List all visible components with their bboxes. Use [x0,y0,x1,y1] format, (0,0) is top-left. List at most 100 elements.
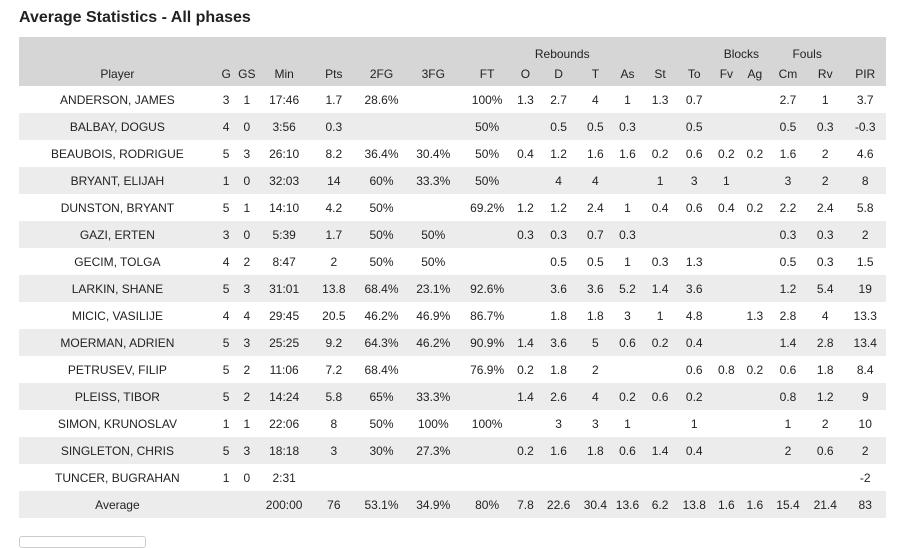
stat-cell-st [645,356,676,383]
average-cell-pir: 83 [844,491,886,518]
stat-cell-3fg [406,194,460,221]
average-cell-t: 30.4 [580,491,611,518]
stat-cell-cm: 2 [784,443,792,458]
stat-cell-pts: 9.2 [325,335,343,350]
player-name-cell: BALBAY, DOGUS [69,119,165,134]
stat-cell-3fg [406,464,460,491]
stat-cell-min: 5:39 [272,227,296,242]
stat-cell-as: 0.3 [619,227,636,242]
stat-cell-pts: 3 [330,443,338,458]
column-header-as[interactable]: As [620,66,635,81]
table-row: BALBAY, DOGUS 4 0 3:56 0.3 50% 0.5 0.5 0.3 0.5 0.5… [19,113,886,140]
stat-cell-d: 0.5 [550,254,567,269]
stat-cell-d: 3.6 [550,335,567,350]
column-header-player[interactable]: Player [100,66,135,81]
stat-cell-st [645,221,676,248]
stat-cell-ag: 0.2 [746,200,764,215]
stat-cell-3fg: 27.3% [416,443,451,458]
player-name-cell: MOERMAN, ADRIEN [60,335,175,350]
average-cell-ag: 1.6 [739,491,770,518]
stat-cell-ft [460,383,514,410]
stat-cell-d: 2.7 [550,92,567,107]
stat-cell-g: 1 [222,416,230,431]
column-header-st[interactable]: St [654,66,666,81]
stat-cell-o [514,302,537,329]
stat-cell-to: 0.7 [685,92,703,107]
column-header-min[interactable]: Min [274,66,294,81]
average-cell-2fg: 53.1% [356,491,407,518]
stat-cell-fv: 0.8 [718,362,735,377]
stat-cell-rv: 2 [821,146,829,161]
stat-cell-gs: 1 [243,416,251,431]
stat-cell-cm: 1 [784,416,792,431]
average-cell-fv: 1.6 [712,491,740,518]
stat-cell-st: 0.4 [651,200,669,215]
stat-cell-ag [740,113,770,140]
stat-cell-pir: 2 [861,443,869,458]
stat-cell-as: 0.2 [619,389,636,404]
stat-cell-cm: 2.8 [779,308,797,323]
stat-cell-to: 0.6 [685,362,703,377]
stat-cell-ag [740,221,770,248]
player-name-cell: GECIM, TOLGA [74,254,161,269]
column-header-rv[interactable]: Rv [817,66,833,81]
stat-cell-as: 3 [624,308,631,323]
pagination-control[interactable] [19,536,146,548]
stat-cell-st: 0.2 [651,335,669,350]
stat-cell-3fg [406,86,460,113]
stat-cell-t: 5 [592,335,599,350]
column-header-to[interactable]: To [687,66,701,81]
stat-cell-g: 5 [222,443,230,458]
column-header-pir[interactable]: PIR [855,66,876,81]
stat-cell-pts: 20.5 [322,308,346,323]
fouls-group-header: Fouls [792,47,822,61]
stat-cell-t: 1.8 [587,443,604,458]
average-row: Average 200:00 76 53.1% 34.9% 80% 7.8 22.6 30.4 1… [19,491,886,518]
stat-cell-st: 1 [656,308,664,323]
stat-cell-cm [770,464,806,491]
column-header-cm[interactable]: Cm [778,66,798,81]
player-name-cell: TUNCER, BUGRAHAN [55,470,180,485]
stat-cell-d: 0.3 [550,227,567,242]
stat-cell-cm: 2.7 [779,92,797,107]
stat-cell-t: 2.4 [587,200,604,215]
stat-cell-fv [713,464,740,491]
stat-cell-cm: 0.5 [779,119,797,134]
table-row: TUNCER, BUGRAHAN 1 0 2:31 -2 [19,464,886,491]
stat-cell-fv: 1 [723,173,730,188]
column-header-d[interactable]: D [554,66,563,81]
stat-cell-pir: -2 [859,470,871,485]
stat-cell-to: 1.3 [685,254,703,269]
stat-cell-gs: 2 [243,362,251,377]
table-row: ANDERSON, JAMES 3 1 17:46 1.7 28.6% 100% 1.3 2.7… [19,86,886,113]
column-header-t[interactable]: T [591,66,600,81]
average-cell-o: 7.8 [514,491,537,518]
stat-cell-pir: 2 [861,227,869,242]
column-header-g[interactable]: G [221,66,231,81]
stat-cell-o: 1.4 [517,389,534,404]
stat-cell-3fg: 46.2% [416,335,451,350]
stat-cell-3fg: 33.3% [416,173,451,188]
column-header-gs[interactable]: GS [238,66,256,81]
column-header-row: Player G GS Min Pts 2FG 3FG FT O D T As St To Fv Ag Cm Rv… [19,61,886,86]
column-header-o[interactable]: O [520,66,531,81]
column-header-2fg[interactable]: 2FG [369,66,394,81]
column-header-ft[interactable]: FT [479,66,495,81]
stat-cell-rv [806,464,844,491]
column-header-fv[interactable]: Fv [719,66,734,81]
stat-cell-2fg: 50% [369,227,394,242]
stat-cell-rv: 2 [821,173,829,188]
stat-cell-rv: 0.3 [816,254,834,269]
column-header-ag[interactable]: Ag [747,66,763,81]
table-row: MICIC, VASILIJE 4 4 29:45 20.5 46.2% 46.9% 86.7… [19,302,886,329]
player-name-cell: LARKIN, SHANE [71,281,164,296]
column-header-pts[interactable]: Pts [325,66,343,81]
average-statistics-table: Rebounds Blocks Fouls Player G GS Min Pts 2FG… [19,37,886,518]
stat-cell-3fg [406,113,460,140]
stat-cell-t: 0.5 [587,254,604,269]
blocks-group-header: Blocks [723,47,760,61]
stat-cell-fv [713,410,740,437]
stat-cell-ft: 50% [475,173,500,188]
stat-cell-cm: 3 [784,173,792,188]
column-header-3fg[interactable]: 3FG [421,66,445,81]
